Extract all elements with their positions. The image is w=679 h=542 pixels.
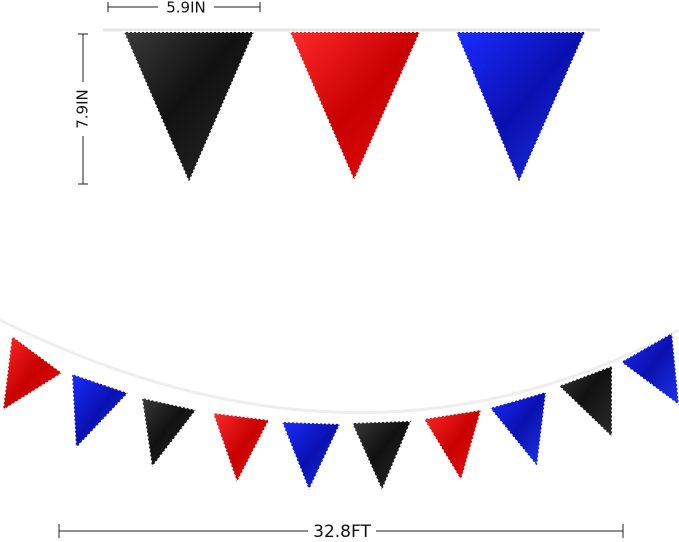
black-flag	[141, 397, 198, 469]
width-dimension: 5.9IN	[107, 0, 261, 17]
blue-flag	[280, 421, 342, 492]
red-flag	[422, 409, 483, 482]
height-dimension: 7.9IN	[74, 33, 92, 185]
blue-flag	[488, 390, 547, 468]
red-flag	[288, 31, 422, 182]
blue-flag	[454, 31, 587, 184]
red-flag	[2, 334, 64, 412]
height-label: 7.9IN	[74, 89, 92, 129]
black-flag	[557, 364, 613, 439]
black-flag	[350, 420, 413, 492]
width-label: 5.9IN	[166, 0, 206, 17]
length-dimension: 32.8FT	[58, 522, 624, 542]
black-flag	[122, 31, 256, 184]
string	[0, 318, 679, 414]
blue-flag	[71, 372, 130, 450]
bunting	[2, 331, 679, 492]
length-label: 32.8FT	[313, 522, 371, 542]
red-flag	[211, 412, 271, 484]
blue-flag	[619, 331, 679, 406]
